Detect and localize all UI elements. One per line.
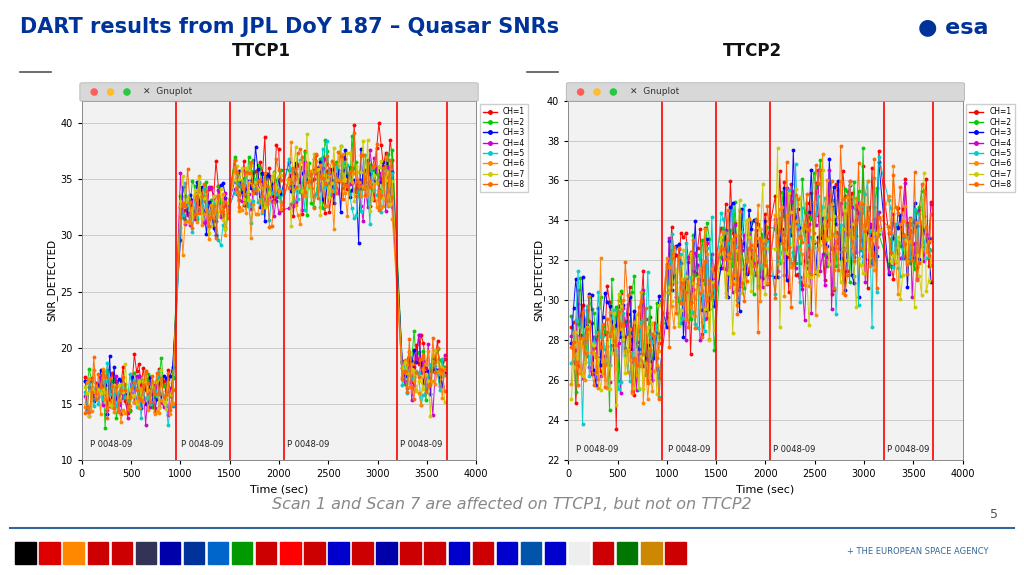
- Text: TTCP2: TTCP2: [723, 43, 782, 60]
- Text: P 0048-09: P 0048-09: [773, 445, 816, 454]
- Legend: CH=1, CH=2, CH=3, CH=4, CH=5, CH=6, CH=7, CH=8: CH=1, CH=2, CH=3, CH=4, CH=5, CH=6, CH=7…: [967, 105, 1015, 192]
- Text: ✕  Gnuplot: ✕ Gnuplot: [143, 87, 193, 97]
- Text: ✕  Gnuplot: ✕ Gnuplot: [630, 87, 679, 97]
- Text: 5: 5: [990, 508, 998, 520]
- Y-axis label: SNR_DETECTED: SNR_DETECTED: [47, 239, 57, 321]
- Text: Scan 1 and Scan 7 are affected on TTCP1, but not on TTCP2: Scan 1 and Scan 7 are affected on TTCP1,…: [272, 497, 752, 512]
- Text: P 0048-09: P 0048-09: [181, 440, 224, 448]
- Text: P 0048-09: P 0048-09: [400, 440, 442, 448]
- Title: Measurement:b3584_e22187_ro06or2 SC: 135: Measurement:b3584_e22187_ro06or2 SC: 135: [648, 87, 883, 98]
- Title: Measurement:b3584_e22187_ro06or1 SC: 135: Measurement:b3584_e22187_ro06or1 SC: 135: [162, 87, 396, 98]
- X-axis label: Time (sec): Time (sec): [736, 485, 795, 494]
- Text: P 0048-09: P 0048-09: [668, 445, 711, 454]
- Text: ● esa: ● esa: [918, 17, 988, 37]
- Text: P 0048-09: P 0048-09: [887, 445, 929, 454]
- Y-axis label: SNR_DETECTED: SNR_DETECTED: [534, 239, 544, 321]
- Legend: CH=1, CH=2, CH=3, CH=4, CH=5, CH=6, CH=7, CH=8: CH=1, CH=2, CH=3, CH=4, CH=5, CH=6, CH=7…: [480, 105, 528, 192]
- Text: P 0048-09: P 0048-09: [577, 445, 618, 454]
- Text: DART results from JPL DoY 187 – Quasar SNRs: DART results from JPL DoY 187 – Quasar S…: [20, 17, 559, 37]
- X-axis label: Time (sec): Time (sec): [250, 485, 308, 494]
- Text: + THE EUROPEAN SPACE AGENCY: + THE EUROPEAN SPACE AGENCY: [847, 547, 988, 557]
- Text: TTCP1: TTCP1: [231, 43, 291, 60]
- Text: P 0048-09: P 0048-09: [287, 440, 330, 448]
- Text: P 0048-09: P 0048-09: [90, 440, 132, 448]
